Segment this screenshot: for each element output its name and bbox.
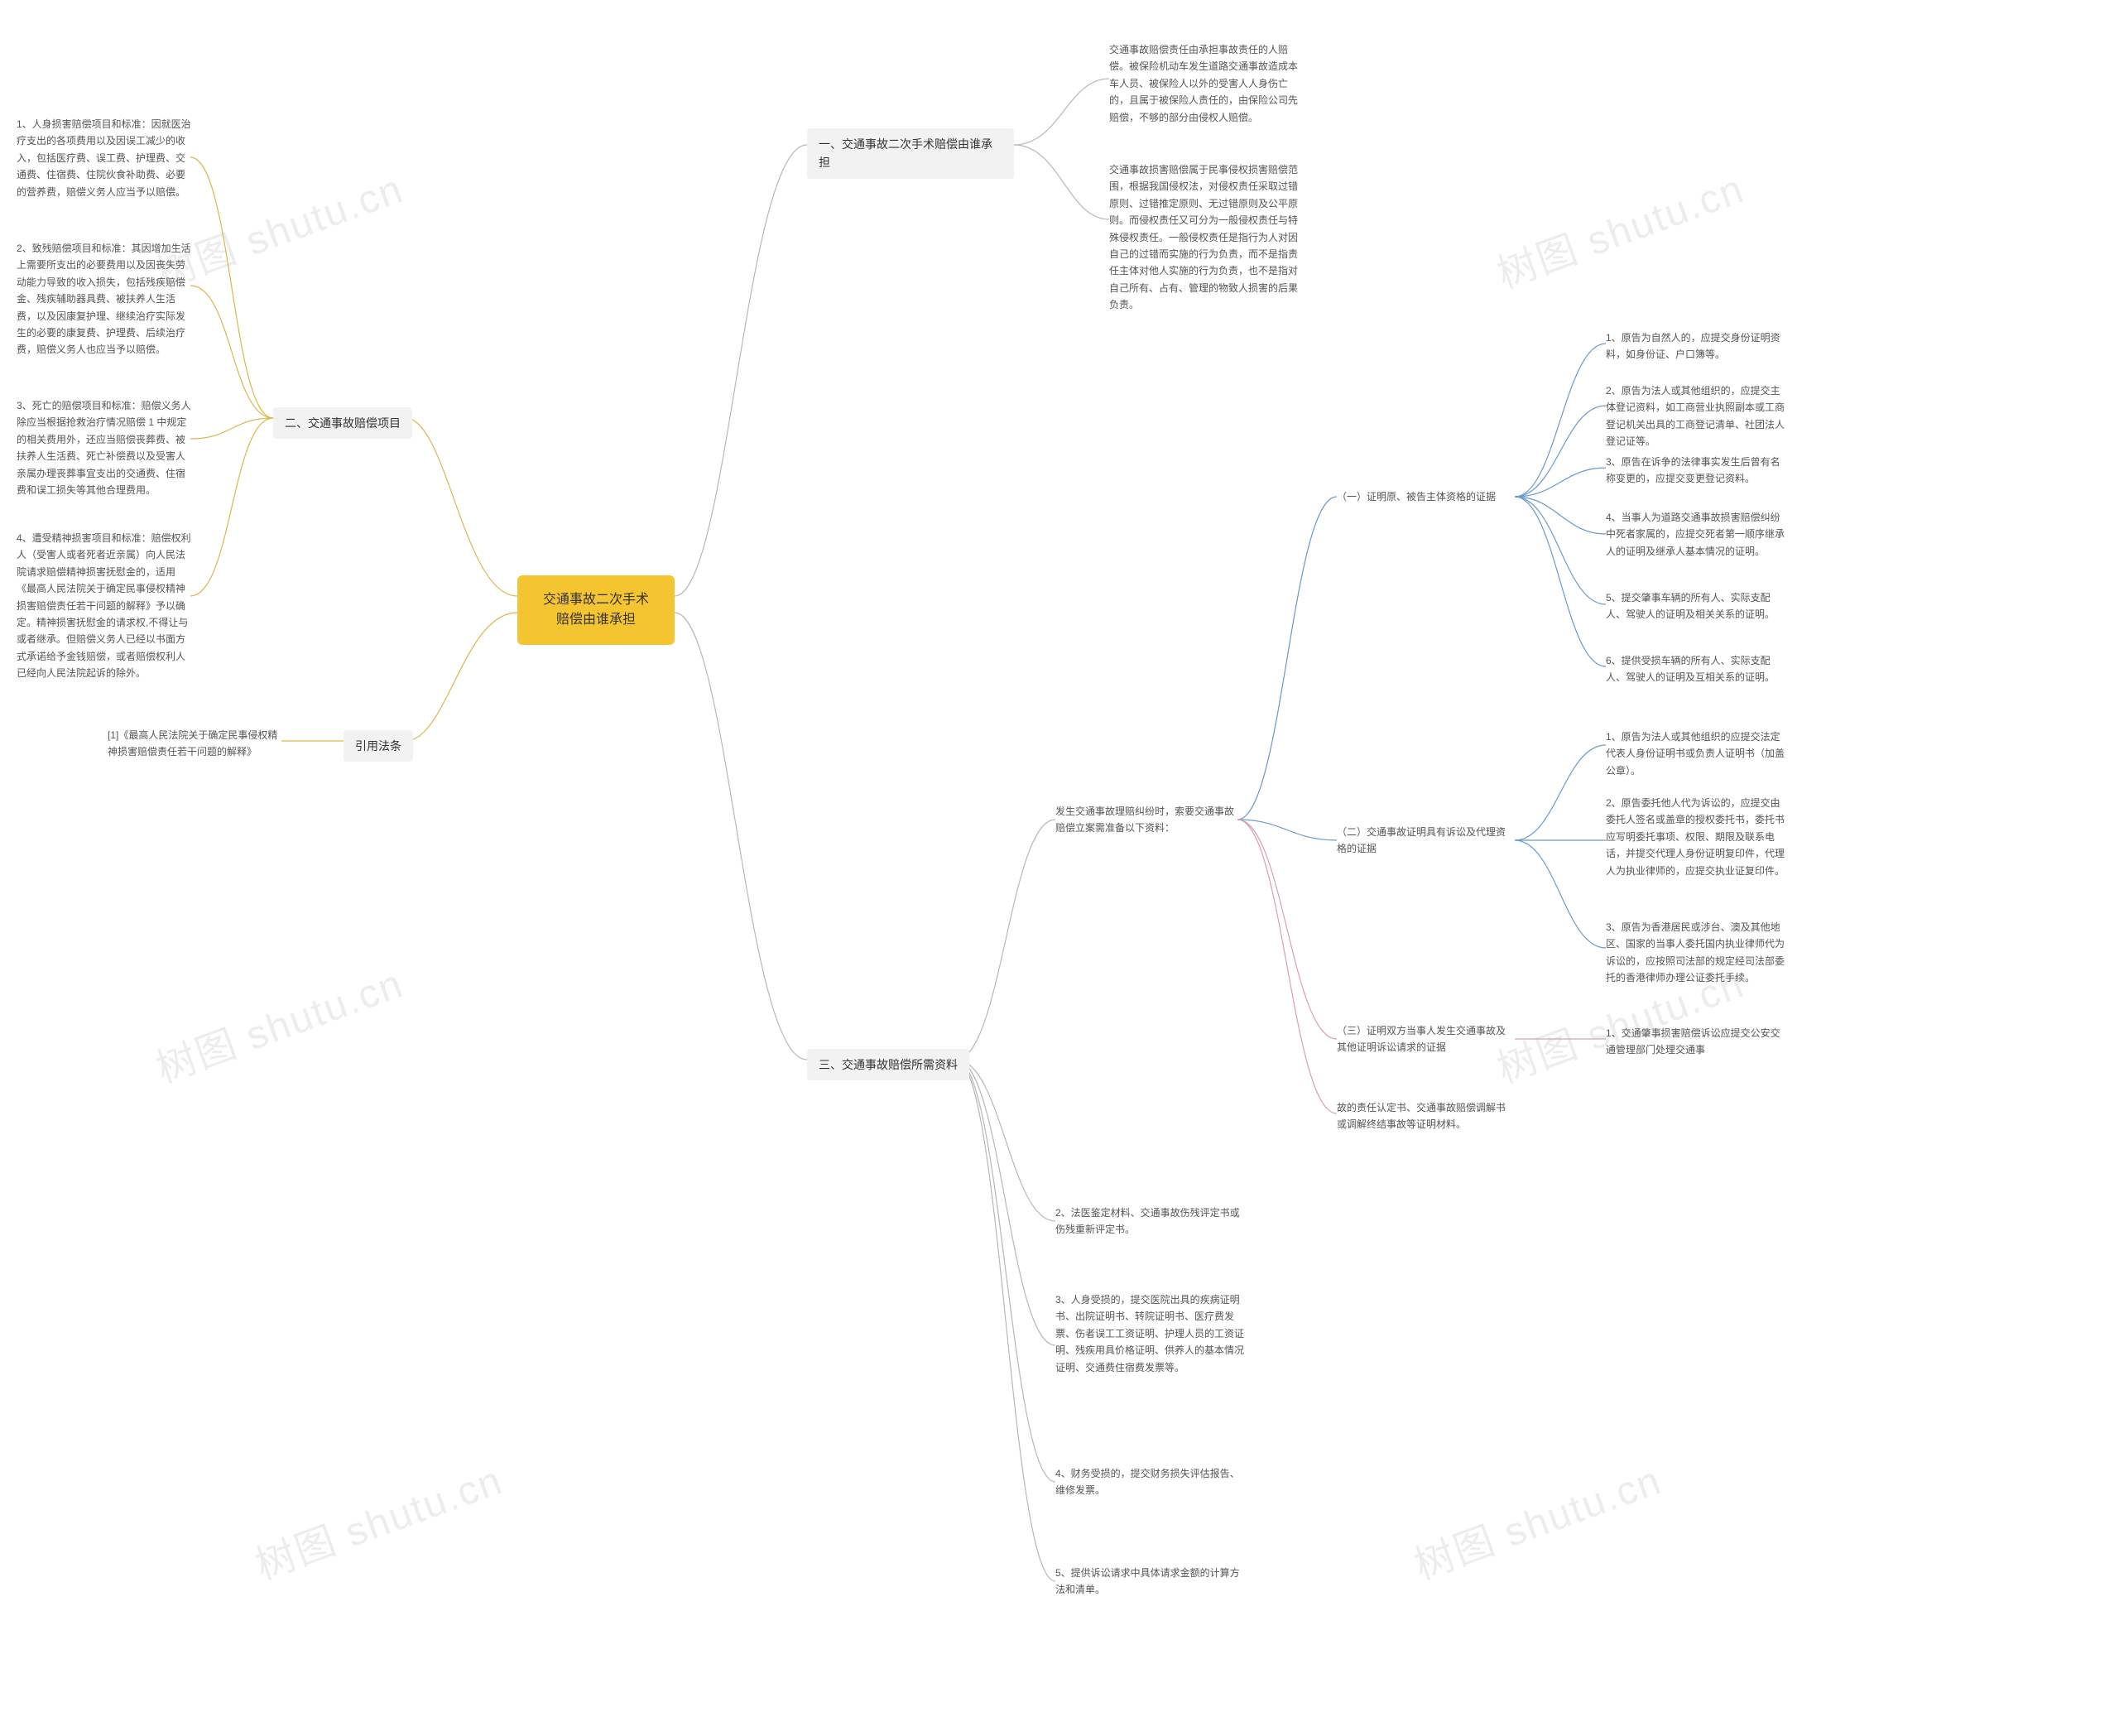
s2-item-1: 1、人身损害赔偿项目和标准：因就医治疗支出的各项费用以及因误工减少的收入，包括医… bbox=[17, 116, 195, 200]
section-law: 引用法条 bbox=[344, 730, 413, 762]
section-3: 三、交通事故赔偿所需资料 bbox=[807, 1049, 969, 1080]
s3-sub2-3: 3、原告为香港居民或涉台、澳及其他地区、国家的当事人委托国内执业律师代为诉讼的，… bbox=[1606, 919, 1788, 987]
watermark: 树图 shutu.cn bbox=[246, 1448, 509, 1591]
s3-sub1-4: 4、当事人为道路交通事故损害赔偿纠纷中死者家属的，应提交死者第一顺序继承人的证明… bbox=[1606, 509, 1788, 560]
s3-item-4: 4、财务受损的，提交财务损失评估报告、维修发票。 bbox=[1055, 1465, 1246, 1499]
watermark: 树图 shutu.cn bbox=[1487, 156, 1751, 300]
s3-sub1-6: 6、提供受损车辆的所有人、实际支配人、驾驶人的证明及互相关系的证明。 bbox=[1606, 652, 1788, 686]
s3-sub1-3: 3、原告在诉争的法律事实发生后曾有名称变更的，应提交变更登记资料。 bbox=[1606, 454, 1788, 488]
s3-sub2-1: 1、原告为法人或其他组织的应提交法定代表人身份证明书或负责人证明书（加盖公章）。 bbox=[1606, 729, 1788, 779]
law-item-1: [1]《最高人民法院关于确定民事侵权精神损害赔偿责任若干问题的解释》 bbox=[108, 727, 286, 761]
s1-item-2: 交通事故损害赔偿属于民事侵权损害赔偿范围，根据我国侵权法，对侵权责任采取过错原则… bbox=[1109, 161, 1300, 314]
s1-item-1: 交通事故赔偿责任由承担事故责任的人赔偿。被保险机动车发生道路交通事故造成本车人员… bbox=[1109, 41, 1300, 126]
s3-intro: 发生交通事故理赔纠纷时，索要交通事故赔偿立案需准备以下资料： bbox=[1055, 803, 1237, 837]
section-2: 二、交通事故赔偿项目 bbox=[273, 407, 412, 439]
s2-item-3: 3、死亡的赔偿项目和标准：赔偿义务人除应当根据抢救治疗情况赔偿 1 中规定的相关… bbox=[17, 397, 195, 498]
s2-item-2: 2、致残赔偿项目和标准：其因增加生活上需要所支出的必要费用以及因丧失劳动能力导致… bbox=[17, 240, 195, 358]
s3-sub3-2: 故的责任认定书、交通事故赔偿调解书或调解终结事故等证明材料。 bbox=[1337, 1099, 1515, 1133]
section-1: 一、交通事故二次手术赔偿由谁承担 bbox=[807, 128, 1014, 179]
s3-sub3-1: 1、交通肇事损害赔偿诉讼应提交公安交通管理部门处理交通事 bbox=[1606, 1025, 1788, 1059]
s3-sub1-title: （一）证明原、被告主体资格的证据 bbox=[1337, 488, 1515, 505]
s3-sub1-1: 1、原告为自然人的，应提交身份证明资料，如身份证、户口簿等。 bbox=[1606, 329, 1788, 363]
watermark: 树图 shutu.cn bbox=[1405, 1448, 1668, 1591]
watermark: 树图 shutu.cn bbox=[147, 951, 410, 1094]
s3-item-2: 2、法医鉴定材料、交通事故伤残评定书或伤残重新评定书。 bbox=[1055, 1205, 1246, 1238]
root-node: 交通事故二次手术赔偿由谁承担 bbox=[517, 575, 675, 645]
s3-sub2-title: （二）交通事故证明具有诉讼及代理资格的证据 bbox=[1337, 824, 1515, 858]
s3-sub1-5: 5、提交肇事车辆的所有人、实际支配人、驾驶人的证明及相关关系的证明。 bbox=[1606, 589, 1788, 623]
s3-item-5: 5、提供诉讼请求中具体请求金额的计算方法和清单。 bbox=[1055, 1565, 1246, 1599]
s3-item-3: 3、人身受损的，提交医院出具的疾病证明书、出院证明书、转院证明书、医疗费发票、伤… bbox=[1055, 1291, 1246, 1376]
s3-sub1-2: 2、原告为法人或其他组织的，应提交主体登记资料，如工商营业执照副本或工商登记机关… bbox=[1606, 382, 1788, 450]
s3-sub2-2: 2、原告委托他人代为诉讼的，应提交由委托人签名或盖章的授权委托书，委托书应写明委… bbox=[1606, 795, 1788, 879]
s3-sub3-title: （三）证明双方当事人发生交通事故及其他证明诉讼请求的证据 bbox=[1337, 1022, 1515, 1056]
s2-item-4: 4、遭受精神损害项目和标准：赔偿权利人（受害人或者死者近亲属）向人民法院请求赔偿… bbox=[17, 530, 195, 682]
